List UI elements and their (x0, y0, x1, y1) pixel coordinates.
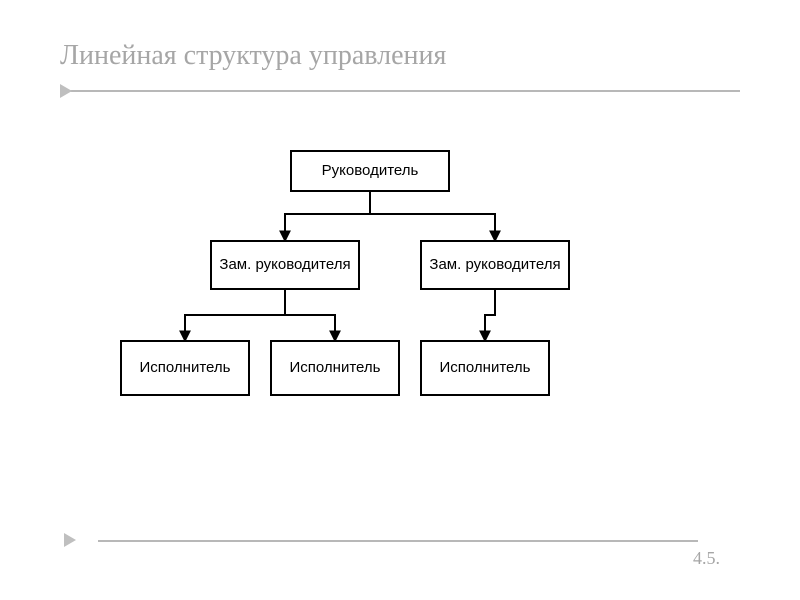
edge-dep1-ex2 (285, 290, 335, 340)
org-chart: Руководитель Зам. руководителя Зам. руково… (120, 150, 640, 450)
edge-dep1-ex1 (185, 290, 285, 340)
edge-dep2-ex3 (485, 290, 495, 340)
edge-root-dep1 (285, 192, 370, 240)
bullet-icon (64, 533, 76, 547)
edge-root-dep2 (370, 192, 495, 240)
chart-edges (120, 150, 640, 450)
node-dep1: Зам. руководителя (210, 240, 360, 290)
node-ex1: Исполнитель (120, 340, 250, 396)
slide: Линейная структура управления Руководите… (0, 0, 800, 600)
slide-title: Линейная структура управления (60, 40, 446, 72)
node-root: Руководитель (290, 150, 450, 192)
node-ex3: Исполнитель (420, 340, 550, 396)
node-ex2: Исполнитель (270, 340, 400, 396)
bullet-icon (60, 84, 72, 98)
divider-bottom (98, 540, 698, 542)
divider-top (60, 90, 740, 92)
page-number: 4.5. (693, 548, 720, 569)
node-dep2: Зам. руководителя (420, 240, 570, 290)
